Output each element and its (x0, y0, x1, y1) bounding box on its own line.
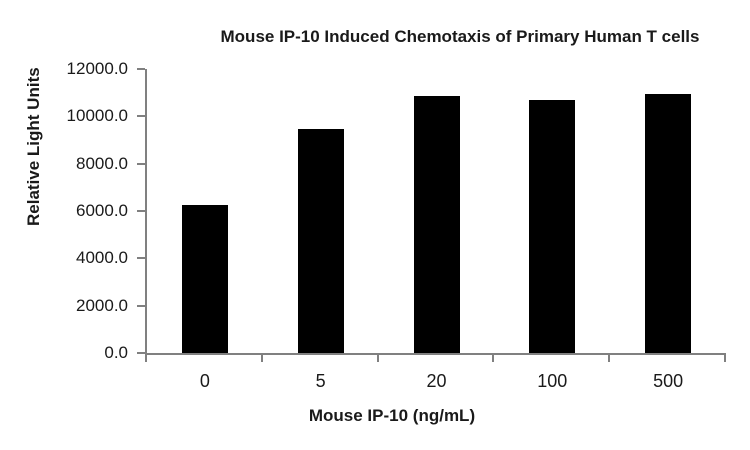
x-tick-label: 0 (199, 371, 210, 391)
y-axis-tick (137, 162, 145, 165)
x-axis-tick (492, 355, 494, 362)
x-tick-label: 100 (537, 371, 568, 391)
y-axis-tick (137, 68, 145, 70)
x-tick-label: 20 (426, 371, 447, 391)
y-tick-label: 8000.0 (76, 153, 128, 173)
bar-5 (297, 129, 344, 353)
bar-0 (181, 205, 228, 353)
x-axis-tick (145, 355, 147, 362)
y-tick-label: 6000.0 (76, 201, 128, 220)
x-axis-tick (724, 355, 726, 362)
bar-500 (645, 93, 692, 353)
y-axis-tick (137, 210, 145, 212)
y-tick-label: 0.0 (104, 343, 128, 362)
y-tick-label: 10000.0 (66, 106, 128, 126)
x-axis-tick (377, 355, 379, 362)
plot-area (145, 69, 726, 355)
y-axis-tick (137, 115, 145, 118)
y-tick-label: 4000.0 (76, 248, 128, 268)
y-axis-tick (137, 352, 145, 354)
x-axis-tick (608, 355, 610, 362)
bar-20 (413, 96, 460, 353)
y-tick-label: 2000.0 (76, 295, 128, 315)
y-axis-tick (137, 257, 145, 260)
bar-100 (529, 99, 576, 353)
chart-title: Mouse IP-10 Induced Chemotaxis of Primar… (220, 27, 700, 46)
x-tick-label: 500 (653, 371, 684, 391)
y-tick-label: 12000.0 (66, 59, 128, 78)
y-axis-tick (137, 304, 145, 307)
x-axis-tick (261, 355, 263, 362)
x-axis-title: Mouse IP-10 (ng/mL) (308, 406, 476, 425)
x-tick-label: 5 (315, 371, 326, 391)
